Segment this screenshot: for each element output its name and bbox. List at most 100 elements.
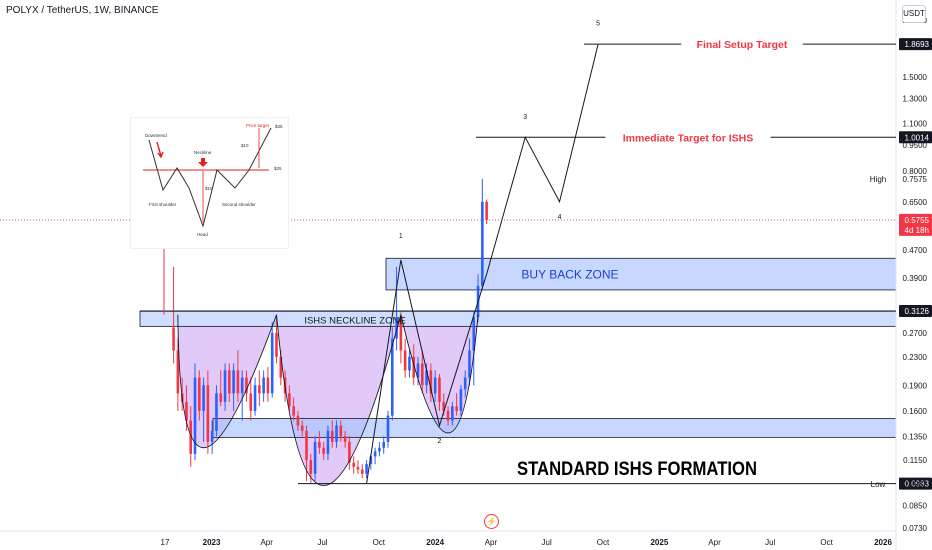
candle-body [421,363,424,386]
candle [343,430,347,448]
candle [266,366,270,402]
price-marker-box [899,477,932,490]
x-tick-label: Jul [765,538,775,547]
candle [300,420,304,437]
candle [365,460,368,479]
candle [305,425,308,482]
candle [198,370,201,421]
inset-pattern [148,127,272,228]
y-tick-label: 0.9500 [903,141,928,150]
candle-body [463,377,467,390]
curve-right-shoulder [400,314,479,434]
target-label: Immediate Target for ISHS [623,132,754,144]
candle-body [459,389,463,411]
candle-body [245,377,248,394]
candle-body [429,370,433,394]
candle-body [266,377,270,394]
candle [408,350,411,378]
candle-body [339,425,343,437]
candle [330,420,334,448]
chart-title: POLYX / TetherUS, 1W, BINANCE [6,5,159,16]
candle [416,356,420,386]
inset-35-label: $35 [275,124,283,129]
candle [240,370,244,421]
candle-body [378,447,381,452]
candle-body [403,350,407,371]
neckline-arrow-icon [198,158,208,167]
y-tick-label: 0.1150 [903,456,927,465]
price-marker-value: 0.3126 [905,307,930,316]
y-tick-label: 0.2300 [903,353,928,362]
candle [378,441,381,457]
candle [451,401,454,426]
ishs-diagram [143,127,272,228]
candle-body [258,385,261,394]
candle-body [279,356,283,378]
x-tick-label: 17 [161,538,170,547]
candle-body [472,317,476,351]
inset-25-label: $25 [274,166,282,171]
inset-price-target-label: Price target [246,123,270,128]
candle-body [292,406,295,416]
y-tick-label: 0.0730 [903,524,928,533]
downtrend-arrow-icon [156,141,164,159]
candle [262,370,265,402]
candle [210,420,214,454]
candle [348,436,351,470]
candle [249,377,253,421]
lightning-icon[interactable]: ⚡ [484,514,499,529]
y-tick-label: 0.4700 [903,246,928,255]
candle-body [309,460,313,474]
candle-body [262,377,265,394]
candle-body [481,201,484,286]
candle [322,441,325,461]
price-marker-value: 0.0982 [903,480,928,489]
candle-body [365,464,368,474]
y-tick-label: 1.3000 [903,94,928,103]
candle [395,266,398,351]
formation-label: STANDARD ISHS FORMATION [517,459,757,480]
inset-head-label: Head [197,232,208,237]
target-label-bg [681,38,803,51]
candle [189,406,193,467]
price-marker-label: High [870,175,886,184]
candle-body [360,469,364,474]
candle [373,447,377,465]
candle-body [202,385,205,411]
inset-10a-label: $10 [241,143,249,148]
candle-body [322,447,325,454]
candle-body [305,430,308,461]
candle-body [446,410,450,421]
candle-body [433,377,437,394]
support-zone [212,418,897,438]
y-tick-label: 1.5000 [903,73,928,82]
candle-body [236,370,240,394]
candle [463,370,467,398]
projection-path [366,44,599,484]
target-label: Final Setup Target [697,39,788,51]
candle [296,410,300,431]
price-marker-box [899,131,932,144]
candle-body [352,462,355,467]
candle [288,385,291,411]
candle [236,350,240,402]
currency-button[interactable]: USDT [902,5,926,23]
candle [309,453,313,485]
wave-label: 2 [438,438,442,445]
candle-body [408,356,411,371]
buy-back-zone-label: BUY BACK ZONE [521,268,618,282]
inset-10b-label: $10 [205,186,213,191]
neckline-zone-label: ISHS NECKLINE ZONE [304,315,405,326]
candle [232,363,235,411]
candle [438,373,441,411]
candle-body [442,401,446,411]
curve-left-shoulder [177,314,277,449]
candle-body [193,377,197,454]
candle [245,370,248,402]
candle-body [451,406,454,421]
candle-body [253,385,257,411]
candle-body [399,317,403,351]
candle [335,420,338,448]
